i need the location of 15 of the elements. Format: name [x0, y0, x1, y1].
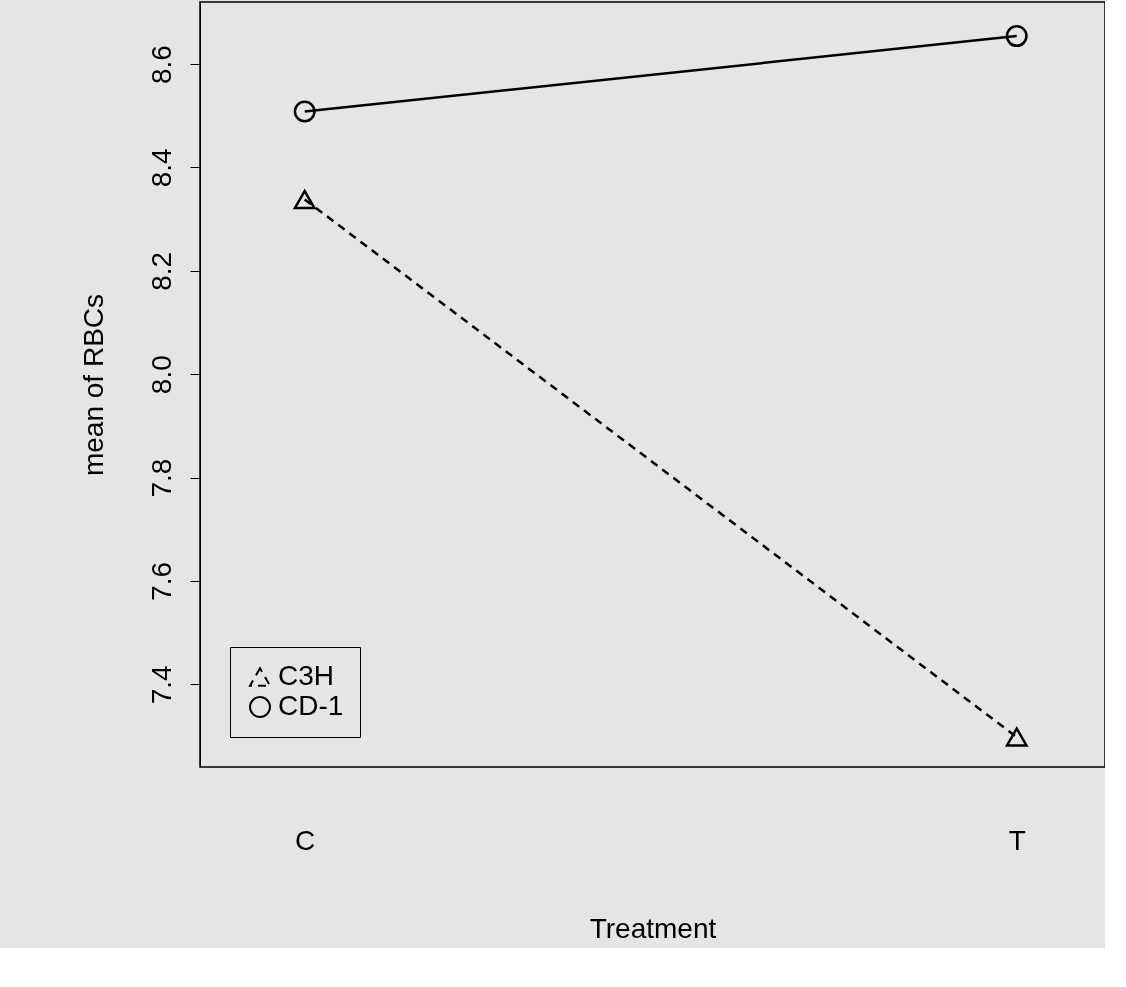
- y-tick-label: 8.4: [145, 148, 177, 188]
- y-tick-label: 8.2: [145, 251, 177, 291]
- y-tick-label: 7.4: [145, 665, 177, 705]
- legend-label: CD-1: [278, 690, 344, 721]
- x-tick-label: T: [1008, 824, 1026, 856]
- y-tick-label: 7.6: [145, 561, 177, 601]
- y-tick-label: 8.6: [145, 45, 177, 84]
- y-axis-title: mean of RBCs: [77, 293, 109, 477]
- y-tick-label: 7.8: [145, 458, 177, 498]
- x-tick-label: C: [295, 824, 316, 856]
- legend-label: C3H: [278, 660, 335, 691]
- point: [293, 100, 316, 123]
- y-tick-label: 8.0: [145, 355, 177, 395]
- point: [1005, 25, 1028, 48]
- x-axis-title: Treatment: [589, 912, 717, 944]
